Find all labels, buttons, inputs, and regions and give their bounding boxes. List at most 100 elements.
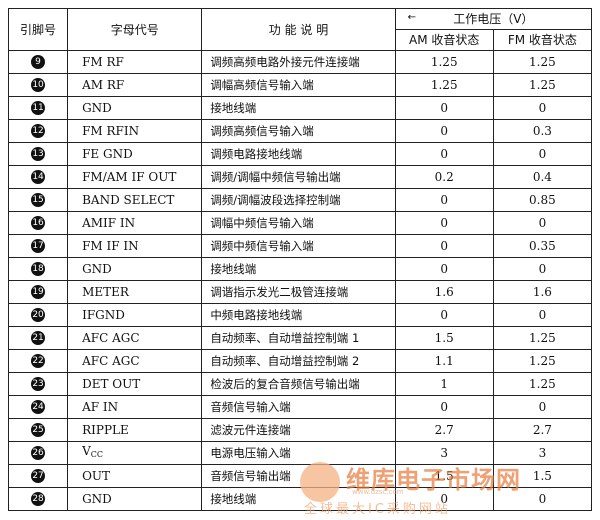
header-pin: 引脚号 xyxy=(7,8,69,51)
pin-cell: 14 xyxy=(7,165,69,189)
table-row: 25 RIPPLE 滤波元件连接端 2.7 2.7 xyxy=(7,418,593,442)
code-text: V xyxy=(82,444,91,458)
pin-number-badge: 22 xyxy=(31,354,46,369)
fm-voltage-cell: 1.25 xyxy=(492,50,593,74)
pin-number-badge: 19 xyxy=(31,285,46,300)
function-cell: 调频/调幅波段选择控制端 xyxy=(201,188,396,212)
table-row: 26 VCC 电源电压输入端 3 3 xyxy=(7,441,593,465)
function-cell: 调谐指示发光二极管连接端 xyxy=(201,280,396,304)
pin-number-badge: 21 xyxy=(31,331,46,346)
code-cell: OUT xyxy=(67,464,203,488)
table-row: 14 FM/AM IF OUT 调频/调幅中频信号输出端 0.2 0.4 xyxy=(7,165,593,189)
pin-cell: 19 xyxy=(7,280,69,304)
table-row: 13 FE GND 调频电路接地线端 0 0 xyxy=(7,142,593,166)
function-cell: 调频电路接地线端 xyxy=(201,142,396,166)
header-code: 字母代号 xyxy=(67,8,203,51)
table-row: 21 AFC AGC 自动频率、自动增益控制端 1 1.5 1.25 xyxy=(7,326,593,350)
pin-cell: 13 xyxy=(7,142,69,166)
table-row: 24 AF IN 音频信号输入端 0 0 xyxy=(7,395,593,419)
function-cell: 调幅中频信号输入端 xyxy=(201,211,396,235)
function-cell: 接地线端 xyxy=(201,96,396,120)
fm-voltage-cell: 1.25 xyxy=(492,73,593,97)
pin-number-badge: 12 xyxy=(31,124,46,139)
function-cell: 自动频率、自动增益控制端 1 xyxy=(201,326,396,350)
code-cell: BAND SELECT xyxy=(67,188,203,212)
function-cell: 自动频率、自动增益控制端 2 xyxy=(201,349,396,373)
code-cell: IFGND xyxy=(67,303,203,327)
header-voltage-group: ← 工作电压（V） xyxy=(394,8,593,30)
am-voltage-cell: 0 xyxy=(394,211,494,235)
pin-number-badge: 26 xyxy=(31,446,46,461)
fm-voltage-cell: 0.35 xyxy=(492,234,593,258)
am-voltage-cell: 0 xyxy=(394,142,494,166)
code-cell: FM RF xyxy=(67,50,203,74)
function-cell: 检波后的复合音频信号输出端 xyxy=(201,372,396,396)
table-row: 11 GND 接地线端 0 0 xyxy=(7,96,593,120)
function-cell: 滤波元件连接端 xyxy=(201,418,396,442)
code-cell: RIPPLE xyxy=(67,418,203,442)
fm-voltage-cell: 1.5 xyxy=(492,464,593,488)
table-row: 16 AMIF IN 调幅中频信号输入端 0 0 xyxy=(7,211,593,235)
am-voltage-cell: 1.1 xyxy=(394,349,494,373)
pin-cell: 15 xyxy=(7,188,69,212)
code-cell: GND xyxy=(67,487,203,511)
code-cell: FM/AM IF OUT xyxy=(67,165,203,189)
code-cell: GND xyxy=(67,257,203,281)
code-cell: FM IF IN xyxy=(67,234,203,258)
code-cell: DET OUT xyxy=(67,372,203,396)
function-cell: 电源电压输入端 xyxy=(201,441,396,465)
table-row: 9 FM RF 调频高频电路外接元件连接端 1.25 1.25 xyxy=(7,50,593,74)
fm-voltage-cell: 0 xyxy=(492,142,593,166)
function-cell: 接地线端 xyxy=(201,487,396,511)
fm-voltage-cell: 0 xyxy=(492,211,593,235)
table-row: 27 OUT 音频信号输出端 1.5 1.5 xyxy=(7,464,593,488)
function-cell: 调频中频信号输入端 xyxy=(201,234,396,258)
table-row: 23 DET OUT 检波后的复合音频信号输出端 1 1.25 xyxy=(7,372,593,396)
code-subscript: CC xyxy=(90,450,104,459)
function-cell: 调频/调幅中频信号输出端 xyxy=(201,165,396,189)
fm-voltage-cell: 0 xyxy=(492,257,593,281)
function-cell: 调频高频信号输入端 xyxy=(201,119,396,143)
code-cell: AM RF xyxy=(67,73,203,97)
pin-cell: 21 xyxy=(7,326,69,350)
am-voltage-cell: 1.5 xyxy=(394,326,494,350)
fm-voltage-cell: 0.4 xyxy=(492,165,593,189)
function-cell: 接地线端 xyxy=(201,257,396,281)
pin-cell: 9 xyxy=(7,50,69,74)
pin-cell: 24 xyxy=(7,395,69,419)
pin-number-badge: 27 xyxy=(31,469,46,484)
table-row: 10 AM RF 调幅高频信号输入端 1.25 1.25 xyxy=(7,73,593,97)
code-cell: GND xyxy=(67,96,203,120)
pin-number-badge: 25 xyxy=(31,423,46,438)
am-voltage-cell: 1.6 xyxy=(394,280,494,304)
code-cell: AF IN xyxy=(67,395,203,419)
header-am: AM 收音状态 xyxy=(394,29,494,51)
am-voltage-cell: 1.5 xyxy=(394,464,494,488)
pin-cell: 18 xyxy=(7,257,69,281)
function-cell: 调频高频电路外接元件连接端 xyxy=(201,50,396,74)
am-voltage-cell: 0 xyxy=(394,257,494,281)
fm-voltage-cell: 0 xyxy=(492,487,593,511)
code-cell: METER xyxy=(67,280,203,304)
pin-cell: 17 xyxy=(7,234,69,258)
pin-cell: 27 xyxy=(7,464,69,488)
code-cell: FM RFIN xyxy=(67,119,203,143)
am-voltage-cell: 0 xyxy=(394,234,494,258)
header-voltage: 工作电压（V） xyxy=(453,12,534,26)
am-voltage-cell: 0 xyxy=(394,96,494,120)
pin-number-badge: 10 xyxy=(31,78,46,93)
pin-cell: 26 xyxy=(7,441,69,465)
table-row: 22 AFC AGC 自动频率、自动增益控制端 2 1.1 1.25 xyxy=(7,349,593,373)
pin-number-badge: 18 xyxy=(31,262,46,277)
function-cell: 调幅高频信号输入端 xyxy=(201,73,396,97)
pin-number-badge: 11 xyxy=(31,101,46,116)
am-voltage-cell: 1 xyxy=(394,372,494,396)
fm-voltage-cell: 0 xyxy=(492,96,593,120)
pin-number-badge: 17 xyxy=(31,239,46,254)
table-row: 15 BAND SELECT 调频/调幅波段选择控制端 0 0.85 xyxy=(7,188,593,212)
pin-cell: 12 xyxy=(7,119,69,143)
function-cell: 中频电路接地线端 xyxy=(201,303,396,327)
pin-function-table: 引脚号 字母代号 功 能 说 明 ← 工作电压（V） AM 收音状态 FM 收音… xyxy=(7,8,593,511)
am-voltage-cell: 1.25 xyxy=(394,73,494,97)
header-fm: FM 收音状态 xyxy=(492,29,593,51)
